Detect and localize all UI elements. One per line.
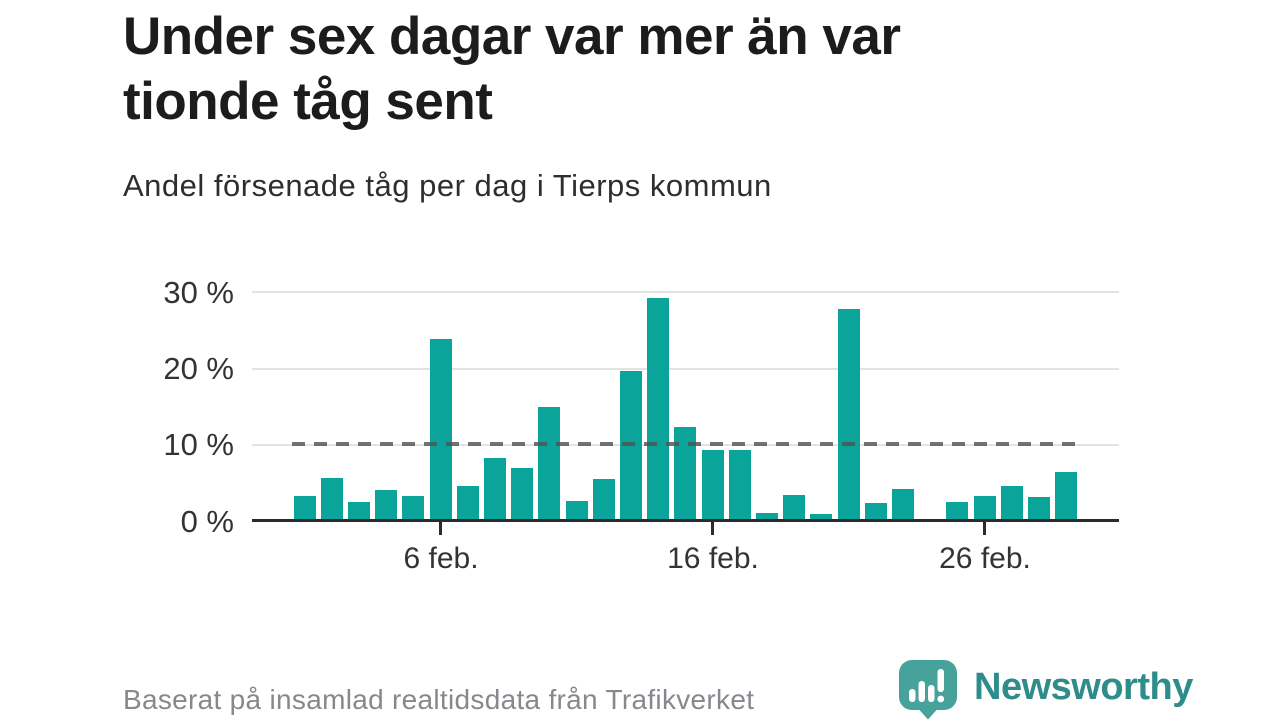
logo-wordmark: Newsworthy xyxy=(974,666,1193,708)
bar-day-20feb xyxy=(810,514,832,520)
y-gridline xyxy=(252,291,1119,293)
bar-day-28feb xyxy=(1028,497,1050,520)
x-axis-label: 26 feb. xyxy=(939,542,1031,575)
bar-day-3feb xyxy=(348,502,370,520)
y-axis-label: 0 % xyxy=(180,503,234,539)
bar-day-18feb xyxy=(756,513,778,520)
x-axis-tick xyxy=(711,522,714,535)
bar-day-8feb xyxy=(484,458,506,520)
bar-day-22feb xyxy=(865,503,887,520)
x-axis-tick xyxy=(983,522,986,535)
bar-day-4feb xyxy=(375,490,397,520)
newsworthy-logo: Newsworthy xyxy=(898,659,1193,720)
chart-title-line1: Under sex dagar var mer än var xyxy=(123,7,901,66)
chart-subtitle: Andel försenade tåg per dag i Tierps kom… xyxy=(123,168,772,203)
bar-day-12feb xyxy=(593,479,615,520)
bar-day-10feb xyxy=(538,407,560,520)
bar-day-11feb xyxy=(566,501,588,520)
bar-day-6feb xyxy=(430,339,452,520)
bar-day-29feb xyxy=(1055,472,1077,520)
y-axis-label: 30 % xyxy=(163,274,234,310)
bar-day-7feb xyxy=(457,486,479,520)
newsworthy-bubble-barchart-icon xyxy=(899,660,957,720)
bar-day-23feb xyxy=(892,489,914,520)
x-axis-line xyxy=(252,519,1119,522)
y-axis-label: 20 % xyxy=(163,351,234,387)
source-note: Baserat på insamlad realtidsdata från Tr… xyxy=(123,684,755,715)
bar-day-1feb xyxy=(294,496,316,520)
bar-day-17feb xyxy=(729,450,751,520)
bar-day-14feb xyxy=(647,298,669,520)
y-axis-label: 10 % xyxy=(163,427,234,463)
bar-day-5feb xyxy=(402,496,424,520)
bar-day-15feb xyxy=(674,427,696,520)
x-axis-tick xyxy=(439,522,442,535)
reference-line-10pct xyxy=(292,442,1080,446)
bar-day-26feb xyxy=(974,496,996,520)
bar-day-19feb xyxy=(783,495,805,520)
bar-day-27feb xyxy=(1001,486,1023,520)
chart-title: Under sex dagar var mer än var tionde tåg… xyxy=(123,4,901,134)
y-gridline xyxy=(252,368,1119,370)
bar-day-2feb xyxy=(321,478,343,520)
bar-day-21feb xyxy=(838,309,860,520)
chart-title-line2: tionde tåg sent xyxy=(123,72,493,131)
bar-day-25feb xyxy=(946,502,968,520)
bar-day-16feb xyxy=(702,450,724,520)
x-axis-label: 16 feb. xyxy=(667,542,759,575)
x-axis-label: 6 feb. xyxy=(403,542,479,575)
bar-day-9feb xyxy=(511,468,533,520)
